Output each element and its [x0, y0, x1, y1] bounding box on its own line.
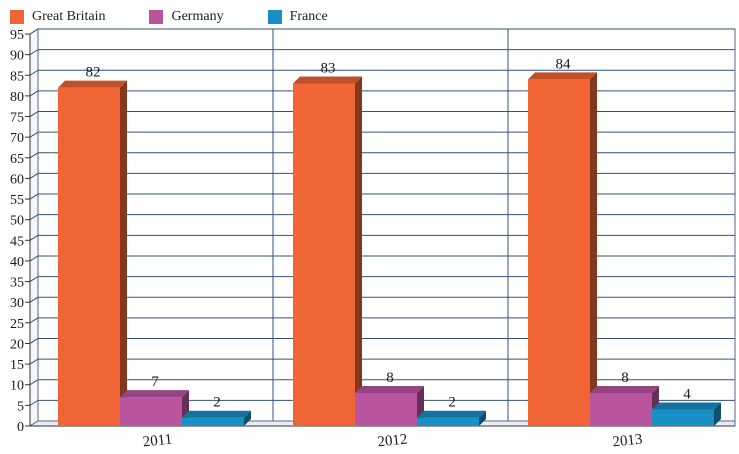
- bar-front: [417, 417, 479, 426]
- bar-top: [120, 390, 189, 398]
- y-tick-label: 25: [10, 317, 24, 332]
- data-label: 82: [86, 65, 101, 81]
- bar-side: [590, 72, 597, 427]
- y-tick-label: 50: [10, 214, 24, 229]
- gridline-side: [29, 28, 39, 35]
- y-tick-label: 45: [10, 234, 24, 249]
- bar-france-2012: [417, 410, 486, 426]
- legend-swatch-france: [267, 10, 282, 24]
- bar-front: [528, 79, 590, 427]
- bar-front: [590, 392, 652, 426]
- legend: Great Britain Germany France: [10, 7, 372, 27]
- y-tick-label: 35: [10, 276, 24, 291]
- y-tick-label: 65: [10, 152, 24, 167]
- data-label: 7: [151, 374, 159, 390]
- gridline-side: [29, 338, 39, 344]
- legend-swatch-germany: [149, 10, 164, 24]
- gridline-side: [29, 317, 39, 324]
- bar-great-britain-2012: [293, 76, 362, 426]
- bar-top: [182, 410, 251, 418]
- y-tick-label: 60: [10, 172, 24, 187]
- data-label: 2: [213, 395, 221, 411]
- gridline-side: [29, 90, 39, 97]
- gridline-side: [29, 111, 39, 117]
- gridline-side: [29, 152, 39, 159]
- gridline-side: [29, 255, 39, 262]
- bar-germany-2013: [590, 385, 659, 426]
- bar-france-2013: [652, 402, 721, 426]
- legend-item-germany: Germany: [149, 9, 224, 25]
- y-tick-label: 85: [10, 69, 24, 84]
- y-tick-label: 80: [10, 90, 24, 105]
- data-label: 8: [386, 370, 394, 386]
- bar-side: [479, 410, 486, 426]
- gridline-side: [29, 399, 39, 406]
- bar-top: [528, 72, 597, 80]
- bar-side: [244, 410, 251, 426]
- x-tick-label: 2011: [142, 432, 173, 449]
- gridline-side: [29, 69, 39, 76]
- gridline-side: [29, 131, 39, 138]
- gridline-side: [29, 172, 39, 179]
- bar-front: [293, 83, 355, 426]
- side-wall: [29, 28, 39, 427]
- y-tick-label: 10: [10, 379, 24, 394]
- data-label: 2: [448, 395, 456, 411]
- legend-label-great-britain: Great Britain: [32, 9, 106, 24]
- bar-top: [293, 76, 362, 84]
- bar-top: [652, 402, 721, 410]
- bar-front: [355, 392, 417, 426]
- y-tick-label: 40: [10, 255, 24, 270]
- legend-label-germany: Germany: [171, 9, 224, 24]
- y-tick-label: 20: [10, 337, 24, 352]
- x-tick-label: 2012: [377, 431, 409, 449]
- data-label: 4: [683, 386, 691, 402]
- y-tick-label: 30: [10, 296, 24, 311]
- y-tick-label: 15: [10, 358, 24, 373]
- bar-germany-2012: [355, 385, 424, 426]
- bar-top: [590, 385, 659, 393]
- back-wall: [37, 28, 736, 422]
- bar-front: [652, 409, 714, 426]
- y-tick-label: 5: [17, 399, 24, 414]
- legend-item-great-britain: Great Britain: [10, 9, 105, 25]
- bar-great-britain-2013: [528, 72, 597, 427]
- bar-great-britain-2011: [58, 80, 127, 427]
- y-tick-label: 90: [10, 49, 24, 64]
- y-tick-label: 0: [17, 420, 24, 435]
- gridline-side: [29, 276, 39, 283]
- bar-side: [714, 402, 721, 426]
- gridline-side: [29, 379, 39, 386]
- gridline-side: [29, 234, 39, 241]
- bar-top: [58, 80, 127, 88]
- bar-top: [417, 410, 486, 418]
- gridline-side: [29, 296, 39, 303]
- bar-front: [120, 397, 182, 426]
- data-label: 8: [621, 370, 629, 386]
- bar-front: [182, 417, 244, 426]
- legend-item-france: France: [267, 9, 328, 25]
- y-tick-label: 95: [10, 28, 24, 43]
- gridline-side: [29, 214, 39, 221]
- data-label: 83: [321, 61, 336, 77]
- gridline-side: [29, 193, 39, 200]
- bar-germany-2011: [120, 390, 189, 426]
- bar-france-2011: [182, 410, 251, 426]
- legend-label-france: France: [289, 9, 328, 24]
- x-tick-label: 2013: [612, 431, 644, 449]
- legend-swatch-great-britain: [10, 10, 24, 24]
- y-tick-label: 55: [10, 193, 24, 208]
- y-tick-label: 75: [10, 111, 24, 126]
- data-label: 84: [556, 56, 572, 72]
- y-tick-label: 70: [10, 131, 24, 146]
- bar-side: [355, 76, 362, 426]
- gridline-side: [29, 49, 39, 56]
- gridline-side: [29, 358, 39, 365]
- bar-side: [120, 80, 127, 427]
- bar-top: [355, 385, 424, 393]
- bar-front: [58, 87, 120, 427]
